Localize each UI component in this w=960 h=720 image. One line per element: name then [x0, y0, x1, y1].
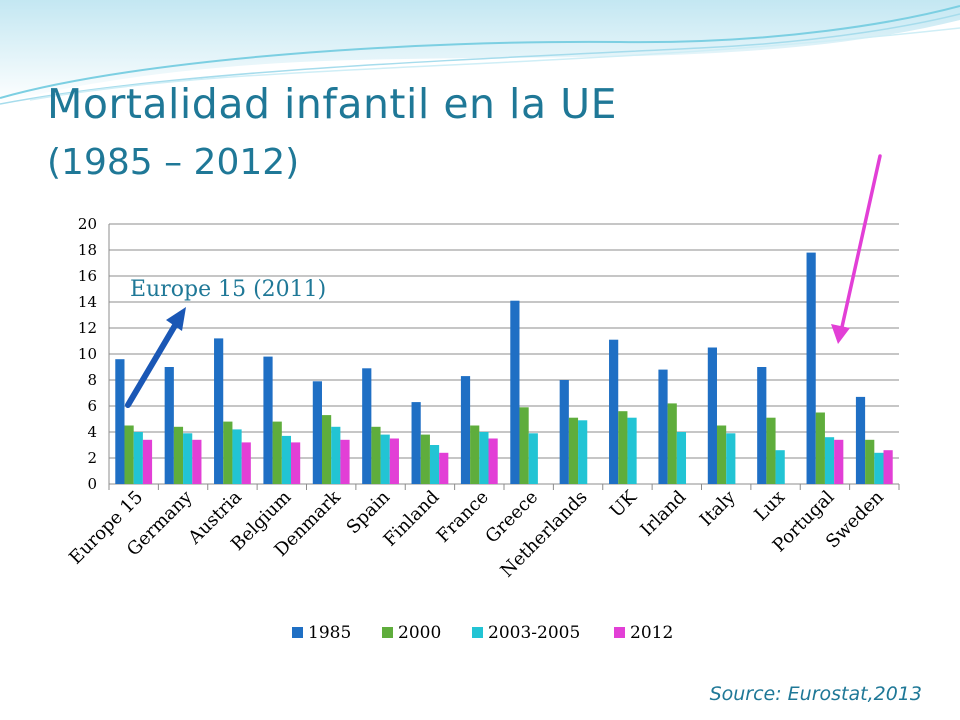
bar-2012-sweden: [883, 450, 893, 484]
legend-label: 2000: [398, 623, 441, 643]
wave-decoration: [0, 0, 960, 105]
legend-label: 1985: [308, 623, 351, 643]
bar-2000-finland: [420, 434, 430, 484]
y-tick-label: 8: [87, 371, 97, 389]
bar-2003-2005-irland: [676, 432, 687, 484]
bar-1985-france: [460, 376, 471, 484]
bar-1985-sweden: [855, 396, 866, 484]
blue-arrow-head: [166, 307, 186, 331]
legend-swatch: [292, 627, 303, 638]
bar-2000-france: [470, 425, 480, 484]
bar-2012-portugal: [834, 439, 844, 484]
bar-2000-italy: [716, 425, 727, 484]
bar-2003-2005-germany: [183, 433, 193, 484]
x-tick-label: UK: [606, 486, 641, 521]
legend-label: 2003-2005: [488, 623, 580, 643]
bar-2000-europe-15: [124, 425, 134, 484]
bar-2003-2005-finland: [429, 445, 440, 484]
bar-2003-2005-denmark: [331, 426, 341, 484]
bar-2003-2005-austria: [232, 429, 242, 484]
bar-1985-uk: [609, 339, 619, 484]
bar-1985-portugal: [806, 252, 816, 484]
x-tick-label: Finland: [380, 487, 444, 551]
bar-2003-2005-greece: [528, 433, 538, 484]
bar-2012-finland: [439, 452, 449, 484]
y-tick-label: 4: [87, 423, 97, 441]
x-tick-label: France: [433, 487, 493, 547]
y-tick-label: 18: [78, 241, 97, 259]
bar-2000-sweden: [865, 439, 875, 484]
legend-swatch: [614, 627, 625, 638]
bar-1985-greece: [510, 300, 520, 484]
bar-2000-greece: [519, 407, 529, 484]
y-tick-label: 0: [87, 475, 97, 493]
slide-title: Mortalidad infantil en la UE: [47, 80, 618, 128]
y-tick-label: 2: [87, 449, 97, 467]
bar-2003-2005-portugal: [824, 437, 835, 484]
x-tick-label: Italy: [696, 486, 740, 530]
legend-swatch: [472, 627, 483, 638]
bar-1985-lux: [757, 367, 767, 484]
slide-subtitle: (1985 – 2012): [47, 142, 300, 183]
y-tick-label: 6: [87, 397, 97, 415]
bar-1985-germany: [164, 367, 174, 484]
x-tick-label: Netherlands: [497, 487, 592, 582]
bar-2003-2005-europe-15: [133, 432, 143, 484]
bar-2000-austria: [223, 421, 233, 484]
bar-2000-irland: [667, 403, 677, 484]
source-note: Source: Eurostat,2013: [709, 683, 922, 705]
x-tick-label: Irland: [636, 487, 690, 541]
magenta-arrow-head: [831, 324, 850, 344]
legend-label: 2012: [630, 623, 673, 643]
bar-2000-germany: [173, 426, 184, 484]
bar-1985-irland: [658, 369, 668, 484]
bar-1985-netherlands: [559, 380, 569, 484]
x-tick-label: Lux: [750, 487, 789, 526]
bar-1985-belgium: [263, 356, 273, 484]
bar-2000-denmark: [321, 415, 332, 484]
bar-2012-germany: [192, 439, 202, 484]
bar-1985-europe-15: [115, 359, 125, 484]
bar-2012-europe-15: [142, 439, 153, 484]
bar-2003-2005-lux: [775, 450, 785, 484]
bar-2000-portugal: [815, 412, 825, 484]
y-tick-label: 10: [78, 345, 97, 363]
bar-2012-spain: [389, 438, 399, 484]
bar-2012-belgium: [291, 442, 301, 484]
bar-2012-austria: [241, 442, 251, 484]
bar-2000-spain: [371, 426, 381, 484]
bar-2012-france: [488, 438, 498, 484]
legend-swatch: [382, 627, 393, 638]
y-tick-label: 12: [78, 319, 97, 337]
y-tick-label: 16: [78, 267, 97, 285]
bar-2003-2005-italy: [726, 433, 736, 484]
bar-2000-netherlands: [568, 417, 579, 484]
bar-1985-italy: [707, 347, 717, 484]
bar-2003-2005-netherlands: [578, 420, 588, 484]
bar-2003-2005-sweden: [874, 452, 884, 484]
annotation-europe15: Europe 15 (2011): [130, 277, 326, 302]
magenta-arrow-shaft: [840, 154, 882, 329]
bar-2003-2005-france: [479, 432, 489, 484]
bar-2003-2005-belgium: [281, 435, 292, 484]
bar-2003-2005-spain: [380, 434, 390, 484]
bar-1985-spain: [362, 368, 372, 484]
bar-1985-finland: [411, 402, 421, 484]
blue-arrow-shaft: [125, 319, 180, 408]
y-tick-label: 14: [78, 293, 97, 311]
bar-2000-belgium: [272, 421, 282, 484]
bar-1985-denmark: [312, 381, 322, 484]
bar-2000-uk: [618, 411, 628, 484]
y-tick-label: 20: [78, 215, 97, 233]
bar-1985-austria: [214, 338, 224, 484]
bar-2003-2005-uk: [627, 417, 637, 484]
bar-2012-denmark: [340, 439, 350, 484]
bar-2000-lux: [766, 417, 776, 484]
